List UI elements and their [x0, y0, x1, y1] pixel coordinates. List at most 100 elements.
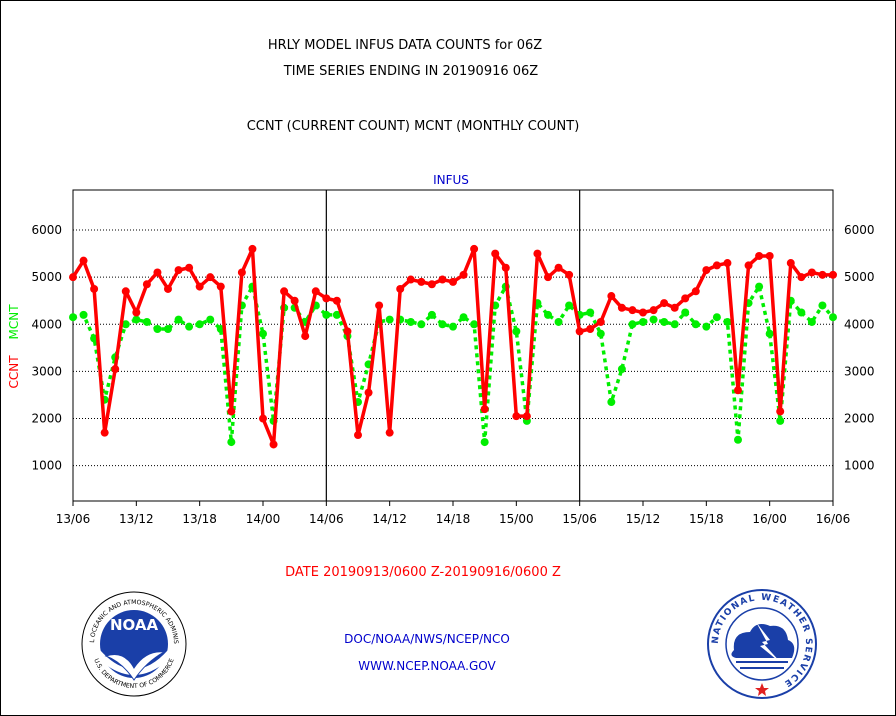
data-point-mcnt [660, 317, 669, 326]
data-point-mcnt [670, 320, 679, 329]
data-point-mcnt [554, 317, 563, 326]
data-point-ccnt [90, 284, 99, 293]
data-point-ccnt [206, 273, 215, 282]
y-tick-label-right: 4000 [844, 317, 875, 331]
data-point-mcnt [691, 320, 700, 329]
data-point-mcnt [227, 438, 236, 447]
data-point-ccnt [216, 282, 225, 291]
data-point-ccnt [427, 280, 436, 289]
date-range-label: DATE 20190913/0600 Z-20190916/0600 Z [285, 565, 561, 580]
data-point-ccnt [385, 428, 394, 437]
data-point-ccnt [691, 287, 700, 296]
data-point-ccnt [195, 282, 204, 291]
data-point-mcnt [79, 310, 88, 319]
y-axis-label-mcnt: MCNT [7, 304, 21, 340]
data-point-ccnt [681, 294, 690, 303]
data-point-ccnt [280, 287, 289, 296]
x-tick-label: 14/06 [309, 512, 344, 526]
data-point-mcnt [807, 317, 816, 326]
data-point-ccnt [807, 268, 816, 277]
data-point-ccnt [712, 261, 721, 270]
data-point-mcnt [702, 322, 711, 331]
y-tick-label-left: 3000 [31, 364, 62, 378]
data-point-ccnt [111, 365, 120, 374]
noaa-logo-text: NOAA [110, 616, 159, 634]
data-point-mcnt [617, 365, 626, 374]
data-point-ccnt [153, 268, 162, 277]
data-point-mcnt [195, 320, 204, 329]
data-point-ccnt [702, 266, 711, 275]
x-tick-label: 16/06 [816, 512, 851, 526]
chart-title-line1: HRLY MODEL INFUS DATA COUNTS for 06Z [267, 38, 543, 53]
data-point-ccnt [617, 303, 626, 312]
data-point-mcnt [776, 416, 785, 425]
data-point-ccnt [744, 261, 753, 270]
data-point-mcnt [449, 322, 457, 331]
x-tick-label: 14/12 [372, 512, 407, 526]
data-point-mcnt [470, 320, 479, 329]
data-point-mcnt [332, 310, 341, 319]
data-point-ccnt [575, 327, 584, 336]
data-point-ccnt [734, 386, 742, 395]
data-point-ccnt [237, 268, 246, 277]
y-tick-label-left: 2000 [31, 412, 62, 426]
y-tick-label-right: 5000 [844, 270, 875, 284]
data-point-ccnt [375, 301, 384, 310]
data-point-ccnt [121, 287, 130, 296]
y-tick-label-left: 1000 [31, 459, 62, 473]
data-point-mcnt [681, 308, 690, 317]
data-point-ccnt [596, 317, 605, 326]
data-point-mcnt [259, 329, 267, 338]
data-point-ccnt [649, 306, 658, 315]
data-point-ccnt [491, 249, 500, 258]
y-tick-label-right: 3000 [844, 364, 875, 378]
data-point-mcnt [480, 438, 489, 447]
data-point-ccnt [797, 273, 806, 282]
y-tick-label-left: 5000 [31, 270, 62, 284]
data-point-ccnt [332, 296, 341, 305]
x-tick-label: 15/12 [626, 512, 661, 526]
data-point-ccnt [786, 259, 795, 268]
data-point-ccnt [248, 244, 257, 253]
data-point-mcnt [818, 301, 827, 310]
y-axis-label-ccnt: CCNT [7, 355, 21, 389]
data-point-mcnt [712, 313, 721, 322]
data-point-ccnt [522, 412, 531, 421]
data-point-mcnt [639, 317, 647, 326]
data-point-mcnt [649, 315, 658, 324]
y-tick-label-right: 1000 [844, 459, 875, 473]
data-point-ccnt [396, 284, 405, 293]
y-tick-label-right: 2000 [844, 412, 875, 426]
y-tick-label-left: 4000 [31, 317, 62, 331]
data-point-ccnt [354, 431, 362, 440]
data-point-ccnt [417, 277, 426, 286]
data-point-ccnt [829, 270, 837, 279]
data-point-ccnt [269, 440, 278, 449]
data-point-ccnt [459, 270, 468, 279]
data-point-ccnt [512, 412, 521, 421]
data-point-mcnt [723, 317, 732, 326]
data-point-mcnt [406, 317, 415, 326]
data-point-ccnt [259, 414, 267, 423]
data-point-ccnt [544, 273, 552, 282]
data-point-mcnt [544, 310, 552, 319]
data-point-ccnt [565, 270, 574, 279]
data-point-mcnt [628, 320, 637, 329]
data-point-ccnt [723, 259, 732, 268]
data-point-ccnt [142, 280, 151, 289]
data-point-ccnt [660, 299, 669, 308]
chart-title-line2: TIME SERIES ENDING IN 20190916 06Z [283, 64, 539, 79]
data-point-ccnt [185, 263, 194, 272]
data-point-mcnt [765, 329, 774, 338]
y-tick-label-left: 6000 [31, 223, 62, 237]
x-tick-label: 13/12 [119, 512, 154, 526]
data-point-ccnt [311, 287, 320, 296]
nws-logo: NATIONAL WEATHER SERVICE [707, 589, 817, 699]
data-point-mcnt [755, 282, 764, 291]
data-point-mcnt [322, 310, 331, 319]
data-point-mcnt [132, 315, 141, 324]
series-ccnt [69, 244, 837, 449]
data-point-ccnt [343, 327, 352, 336]
data-point-ccnt [501, 263, 510, 272]
